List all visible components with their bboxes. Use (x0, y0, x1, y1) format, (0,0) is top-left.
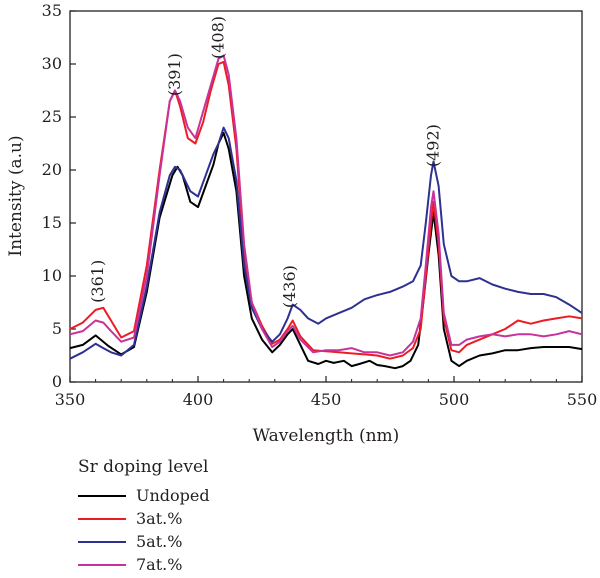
legend-items: Undoped 3at.% 5at.% 7at.% (78, 484, 210, 576)
y-tick-label: 25 (42, 107, 62, 126)
peak-labels: (361) (391) (408) (436) (492) (88, 16, 442, 308)
legend-swatch (78, 517, 126, 520)
x-tick-label: 500 (439, 390, 470, 409)
x-tick-label: 550 (567, 390, 598, 409)
legend-item: 3at.% (78, 507, 210, 530)
y-tick-label: 5 (52, 319, 62, 338)
legend-label: 7at.% (136, 555, 183, 574)
series-line-7at (69, 54, 583, 357)
legend-swatch (78, 540, 126, 543)
series-line-undoped (69, 131, 583, 370)
legend-item: 7at.% (78, 553, 210, 576)
legend-label: 5at.% (136, 532, 183, 551)
y-axis: 0 5 10 15 20 25 30 35 (42, 1, 76, 391)
legend-swatch (78, 563, 126, 566)
peak-label: (408) (208, 16, 227, 59)
y-tick-label: 10 (42, 266, 62, 285)
x-tick-label: 350 (55, 390, 86, 409)
peak-label: (361) (88, 260, 107, 303)
legend-label: Undoped (136, 486, 210, 505)
peak-label: (391) (165, 53, 184, 96)
y-axis-title: Intensity (a.u) (6, 135, 26, 256)
peak-label: (492) (424, 124, 443, 167)
y-tick-label: 35 (42, 1, 62, 20)
x-axis: 350 400 450 500 550 (55, 376, 598, 409)
legend-label: 3at.% (136, 509, 183, 528)
x-tick-label: 450 (311, 390, 342, 409)
x-axis-title: Wavelength (nm) (253, 426, 400, 446)
legend-item: 5at.% (78, 530, 210, 553)
y-tick-label: 15 (42, 213, 62, 232)
peak-label: (436) (280, 265, 299, 308)
y-tick-label: 0 (52, 372, 62, 391)
y-tick-label: 30 (42, 54, 62, 73)
legend-title: Sr doping level (78, 457, 209, 477)
legend: Sr doping level Undoped 3at.% 5at.% 7at.% (78, 456, 210, 576)
legend-swatch (78, 494, 126, 497)
y-tick-label: 20 (42, 160, 62, 179)
series-line-5at (69, 126, 583, 360)
legend-item: Undoped (78, 484, 210, 507)
x-tick-label: 400 (183, 390, 214, 409)
series-line-3at (69, 60, 583, 360)
plot-area (69, 10, 583, 383)
series-lines (69, 54, 583, 370)
